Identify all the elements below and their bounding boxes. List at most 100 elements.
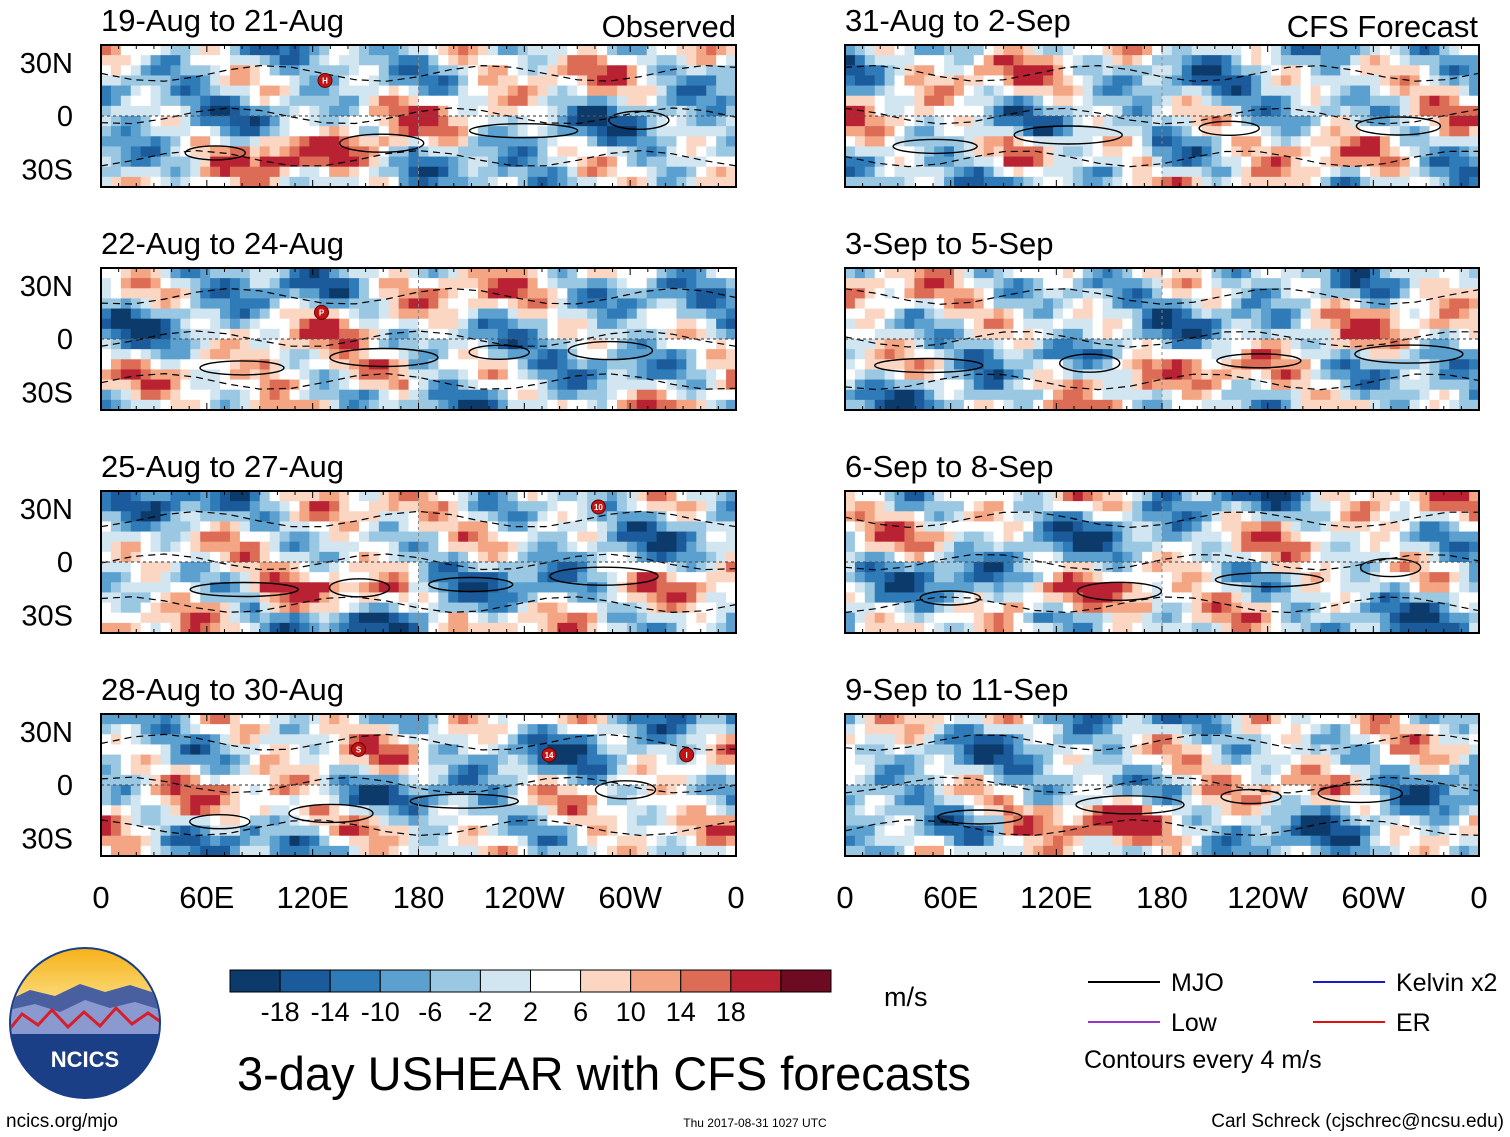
- heat-cell: [1261, 176, 1272, 188]
- heat-cell: [120, 339, 132, 350]
- heat-cell: [239, 85, 251, 97]
- heat-cell: [229, 845, 241, 857]
- heat-cell: [497, 116, 509, 127]
- heat-cell: [1162, 136, 1173, 148]
- heat-cell: [577, 85, 588, 97]
- heat-cell: [1469, 75, 1480, 87]
- heat-cell: [607, 328, 618, 340]
- heat-cell: [507, 399, 519, 411]
- heat-cell: [269, 714, 281, 725]
- heat-cell: [180, 95, 191, 107]
- heat-cell: [200, 55, 211, 66]
- heat-cell: [339, 805, 350, 817]
- heat-cell: [1439, 176, 1450, 188]
- heat-cell: [696, 754, 707, 766]
- heat-cell: [1370, 116, 1381, 127]
- heat-cell: [1053, 116, 1064, 127]
- heat-cell: [527, 825, 539, 837]
- heat-cell: [706, 501, 717, 512]
- heat-cell: [1270, 95, 1282, 107]
- heat-cell: [200, 126, 211, 137]
- heat-cell: [716, 146, 727, 158]
- heat-cell: [706, 136, 717, 148]
- heat-cell: [864, 136, 876, 148]
- heat-cell: [646, 399, 658, 411]
- heat-cell: [656, 349, 668, 360]
- heat-cell: [726, 764, 737, 776]
- heat-cell: [120, 308, 132, 320]
- heat-cell: [547, 622, 558, 634]
- heat-cell: [894, 268, 906, 279]
- heat-cell: [517, 612, 529, 624]
- heat-cell: [953, 45, 965, 56]
- heat-cell: [150, 359, 162, 371]
- heat-cell: [388, 754, 400, 766]
- heat-cell: [468, 278, 479, 289]
- heat-cell: [210, 714, 221, 725]
- heat-cell: [696, 298, 707, 310]
- heat-cell: [398, 521, 410, 533]
- heat-cell: [1181, 55, 1193, 66]
- heat-cell: [1360, 116, 1371, 127]
- heat-cell: [726, 349, 737, 360]
- heat-cell: [1092, 75, 1104, 87]
- heat-cell: [329, 116, 340, 127]
- heat-cell: [577, 551, 588, 563]
- heat-cell: [1280, 116, 1292, 127]
- heat-cell: [587, 268, 598, 279]
- heat-cell: [468, 136, 479, 148]
- heat-cell: [845, 176, 856, 188]
- heat-cell: [1122, 166, 1133, 178]
- heat-cell: [358, 349, 370, 360]
- heat-cell: [210, 774, 221, 786]
- heat-cell: [180, 845, 191, 857]
- heat-cell: [210, 95, 221, 107]
- heat-cell: [458, 288, 469, 300]
- heat-cell: [130, 815, 142, 827]
- heat-cell: [616, 359, 628, 371]
- heat-cell: [1122, 85, 1133, 97]
- heat-cell: [1389, 146, 1401, 158]
- heat-cell: [289, 805, 301, 817]
- heat-cell: [200, 531, 211, 543]
- heat-cell: [607, 572, 618, 583]
- heat-cell: [1132, 105, 1143, 117]
- heat-cell: [934, 136, 945, 148]
- heat-cell: [924, 136, 935, 148]
- heat-cell: [140, 501, 152, 512]
- heat-cell: [249, 511, 261, 523]
- heat-cell: [567, 298, 578, 310]
- heat-cell: [259, 75, 271, 87]
- heat-cell: [1379, 65, 1391, 77]
- heat-cell: [190, 278, 201, 289]
- heat-cell: [716, 511, 727, 523]
- heat-cell: [676, 268, 687, 279]
- heat-cell: [696, 835, 707, 847]
- heat-cell: [150, 582, 162, 594]
- heat-cell: [1201, 176, 1213, 188]
- panel-5: 31-Aug to 2-Sep: [844, 3, 1480, 188]
- contour-line: [199, 360, 285, 376]
- heat-cell: [140, 815, 152, 827]
- heat-cell: [587, 805, 598, 817]
- heat-cell: [190, 754, 201, 766]
- heat-cell: [517, 146, 529, 158]
- heat-cell: [180, 369, 191, 381]
- heat-cell: [537, 511, 549, 523]
- heat-cell: [259, 785, 271, 796]
- heat-cell: [339, 389, 350, 401]
- heat-cell: [537, 562, 549, 573]
- heat-cell: [1162, 95, 1173, 107]
- heat-cell: [190, 612, 201, 624]
- heat-cell: [497, 511, 509, 523]
- heat-cell: [537, 65, 549, 77]
- heat-cell: [944, 176, 955, 188]
- heat-cell: [716, 45, 727, 56]
- heat-cell: [646, 582, 658, 594]
- heat-cell: [1280, 146, 1292, 158]
- heat-cell: [210, 55, 221, 66]
- heat-cell: [507, 328, 519, 340]
- heat-cell: [408, 785, 420, 796]
- heat-cell: [140, 805, 152, 817]
